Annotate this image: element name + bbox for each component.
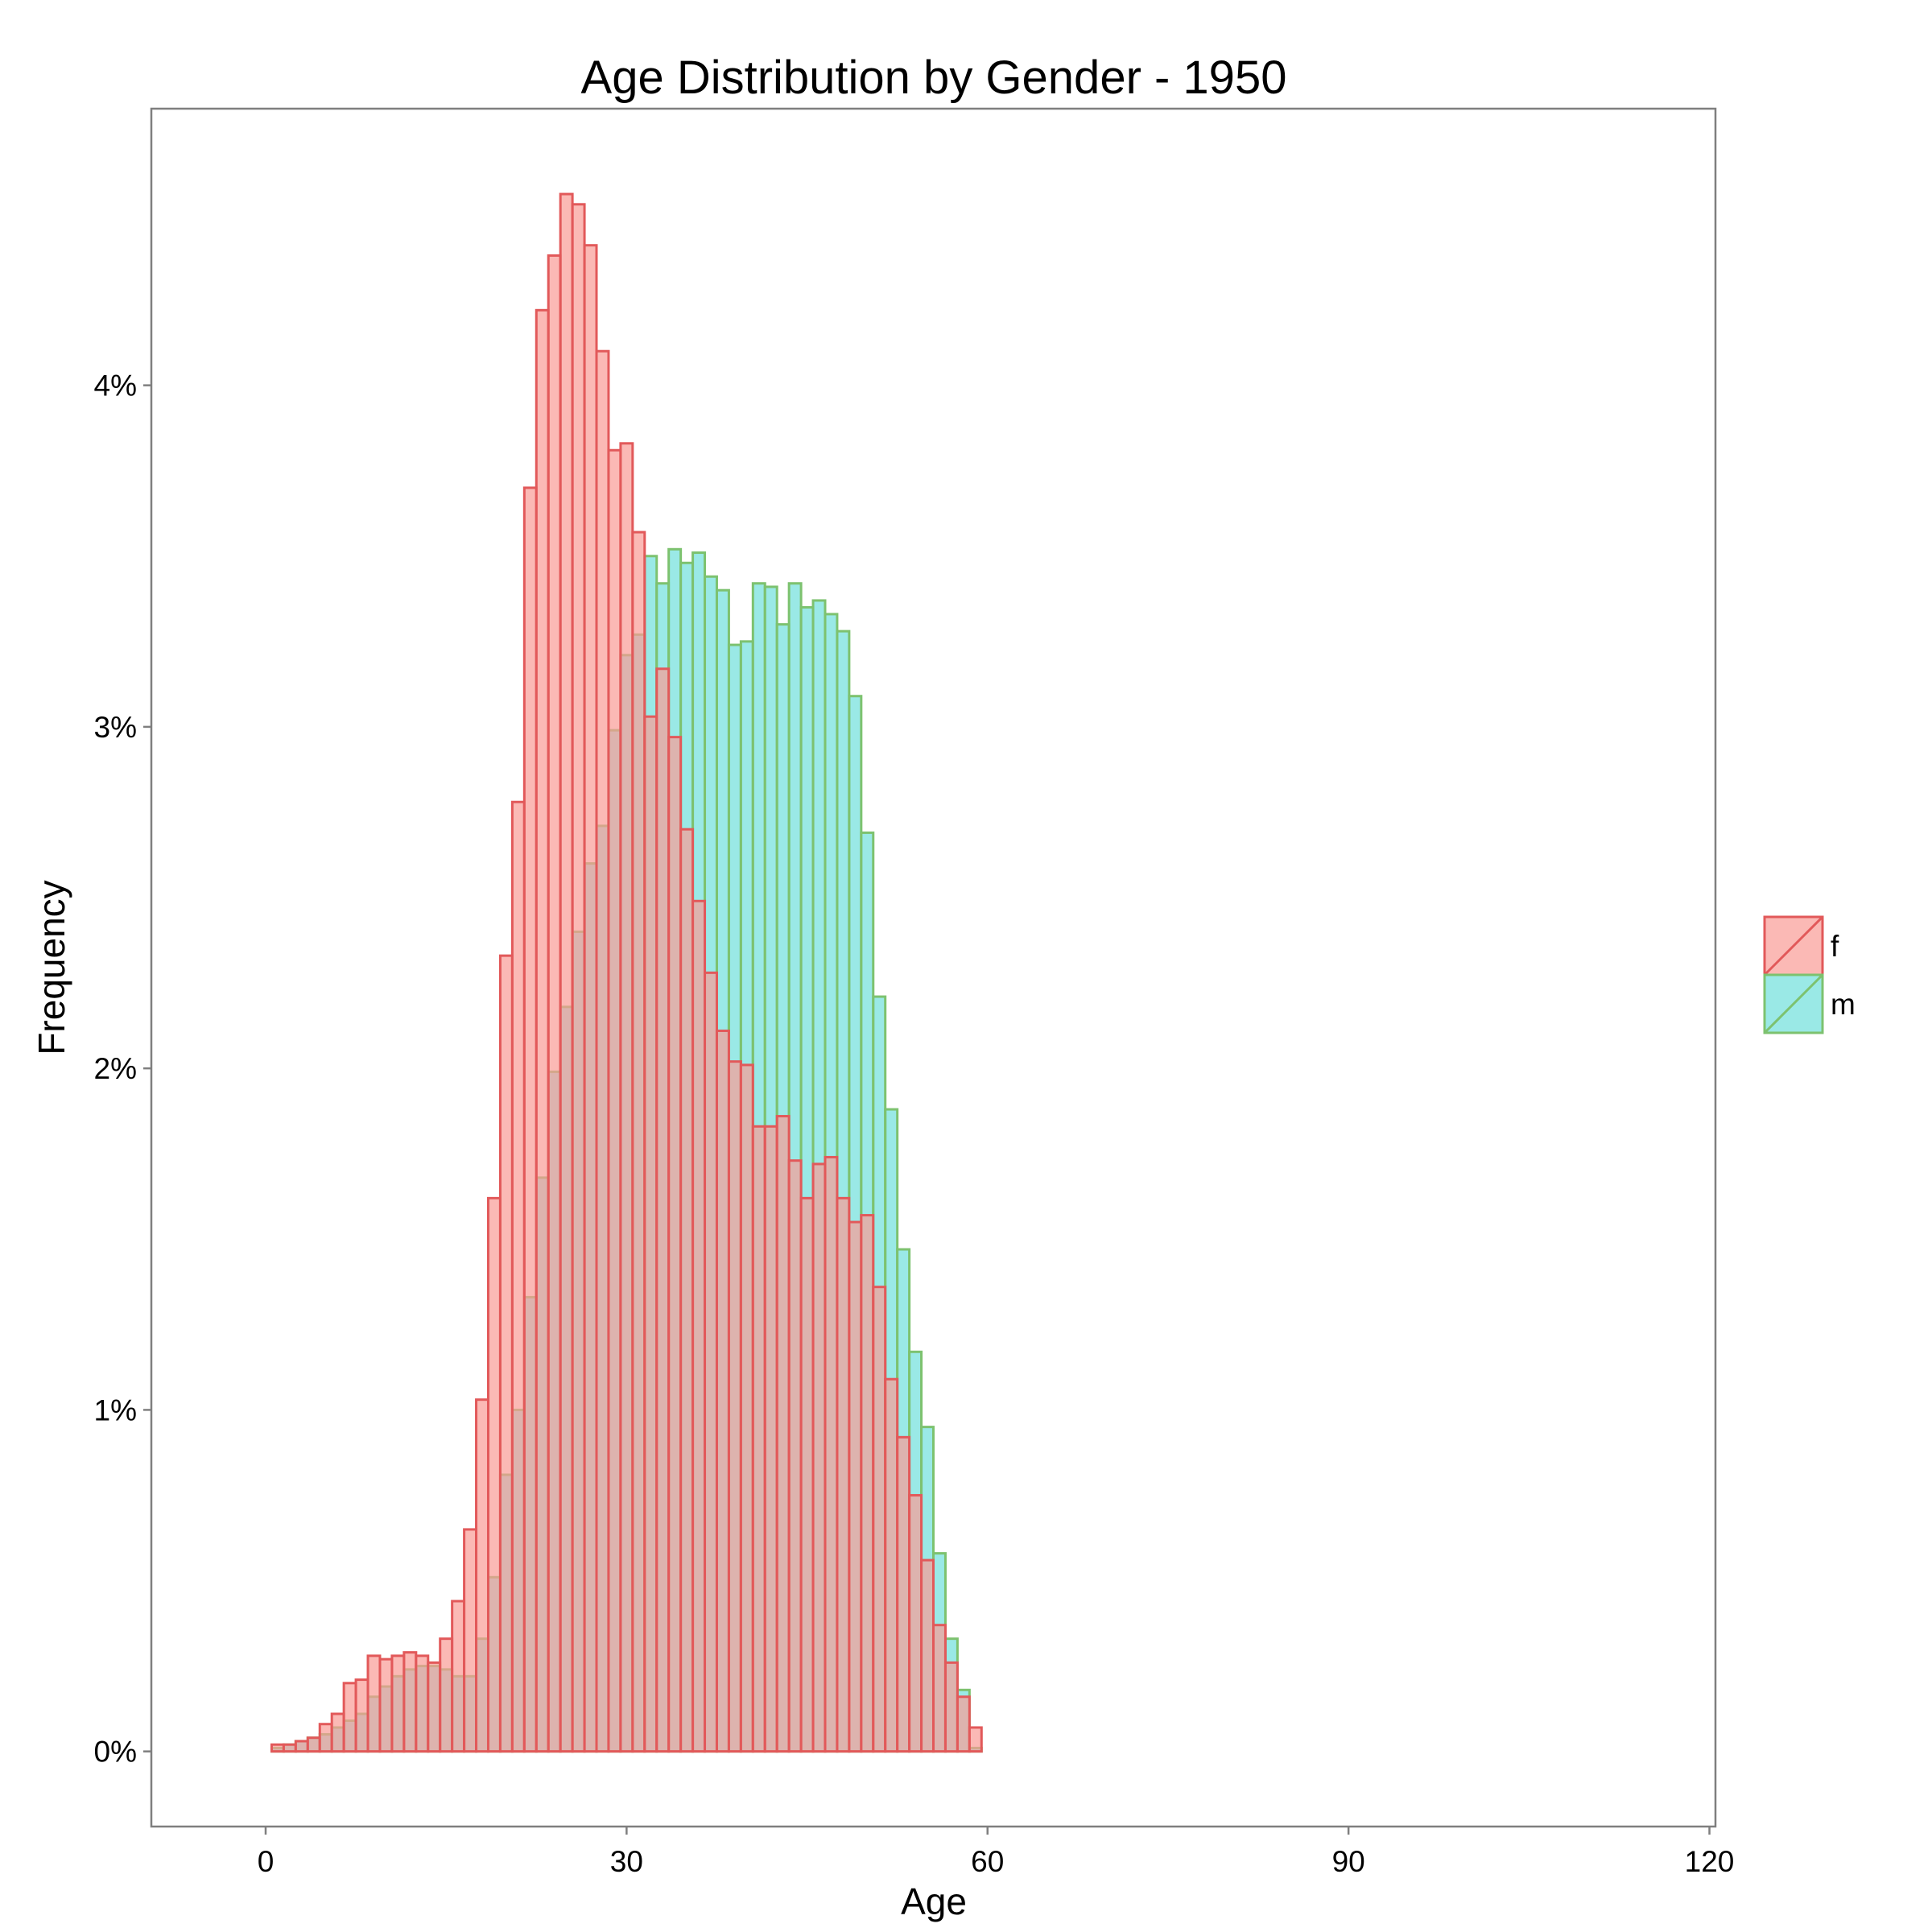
bar-f-9	[366, 1654, 382, 1753]
bar-f-36	[691, 899, 707, 1753]
bar-f-23	[535, 308, 550, 1753]
bar-f-43	[775, 1115, 791, 1753]
x-tick-label: 30	[610, 1845, 643, 1878]
bar-f-38	[715, 1029, 730, 1753]
y-tick-label: 1%	[94, 1393, 137, 1426]
bar-f-57	[943, 1661, 959, 1753]
bar-f-51	[872, 1286, 887, 1753]
bar-f-44	[787, 1159, 803, 1753]
bar-f-39	[727, 1060, 742, 1753]
bar-f-22	[522, 486, 538, 1753]
bar-f-25	[559, 192, 574, 1753]
bar-f-27	[583, 244, 598, 1753]
bar-f-29	[607, 448, 622, 1753]
bar-f-35	[679, 828, 695, 1753]
x-axis: 0 30 60 90 120	[258, 1827, 1735, 1878]
legend-key-slash	[1763, 973, 1824, 1034]
bar-f-20	[498, 954, 514, 1753]
chart-title: Age Distribution by Gender - 1950	[581, 52, 1287, 104]
bar-f-14	[427, 1661, 442, 1753]
bar-f-37	[704, 971, 718, 1753]
bar-f-59	[968, 1726, 983, 1753]
bar-f-24	[547, 254, 562, 1753]
bar-f-12	[402, 1651, 418, 1753]
bar-f-26	[571, 203, 586, 1753]
x-tick-label: 60	[971, 1845, 1004, 1878]
bar-f-3	[294, 1740, 309, 1753]
bar-f-15	[439, 1637, 454, 1753]
y-tick-label: 3%	[94, 711, 137, 744]
bar-f-1	[270, 1743, 285, 1753]
bar-f-33	[655, 667, 671, 1753]
bar-f-5	[318, 1723, 333, 1753]
y-axis: 0% 1% 2% 3% 4%	[94, 369, 151, 1769]
legend-key-slash	[1763, 915, 1824, 976]
bar-f-47	[824, 1155, 839, 1753]
y-tick-label: 2%	[94, 1052, 137, 1085]
bar-f-10	[378, 1657, 394, 1753]
bar-f-4	[306, 1736, 321, 1753]
x-tick-label: 0	[258, 1845, 275, 1878]
bar-f-50	[860, 1214, 875, 1753]
bar-f-28	[595, 349, 610, 1753]
bar-f-40	[739, 1063, 754, 1753]
bar-f-17	[463, 1528, 478, 1753]
bar-f-55	[920, 1558, 935, 1753]
bar-f-11	[390, 1654, 406, 1753]
bar-f-19	[486, 1196, 502, 1753]
bar-f-21	[510, 800, 526, 1753]
x-axis-title: Age	[901, 1880, 967, 1922]
bar-f-42	[763, 1125, 778, 1753]
plot-panel-border	[150, 107, 1717, 1828]
bar-f-7	[342, 1682, 357, 1753]
bar-f-56	[932, 1624, 947, 1753]
bar-f-49	[848, 1220, 863, 1753]
bar-f-30	[619, 442, 634, 1753]
y-tick-label: 4%	[94, 369, 137, 402]
bar-f-18	[475, 1398, 489, 1753]
legend-item-m: m	[1763, 973, 1856, 1034]
y-axis-title: Frequency	[31, 880, 72, 1055]
bar-f-53	[896, 1435, 911, 1753]
bar-f-31	[631, 530, 646, 1753]
bar-f-48	[836, 1196, 851, 1753]
bar-f-16	[451, 1600, 466, 1753]
bars-layer	[270, 192, 983, 1753]
bar-f-58	[956, 1695, 971, 1753]
legend-label-m: m	[1831, 988, 1856, 1021]
series-f-bars	[270, 192, 983, 1753]
bar-f-8	[354, 1678, 369, 1753]
bar-f-45	[799, 1196, 815, 1753]
x-tick-label: 90	[1332, 1845, 1365, 1878]
bar-f-54	[908, 1493, 923, 1753]
bar-f-2	[282, 1743, 297, 1753]
legend-item-f: f	[1763, 915, 1839, 976]
bar-f-32	[643, 715, 658, 1753]
bar-f-52	[884, 1377, 899, 1753]
bar-f-46	[811, 1162, 827, 1753]
bar-f-34	[667, 736, 683, 1753]
bar-f-41	[751, 1125, 766, 1753]
y-tick-label: 0%	[94, 1736, 137, 1769]
legend-label-f: f	[1831, 930, 1839, 963]
x-tick-label: 120	[1685, 1845, 1735, 1878]
bar-f-13	[415, 1654, 430, 1753]
legend: fm	[1763, 915, 1856, 1034]
bar-f-6	[330, 1712, 345, 1753]
